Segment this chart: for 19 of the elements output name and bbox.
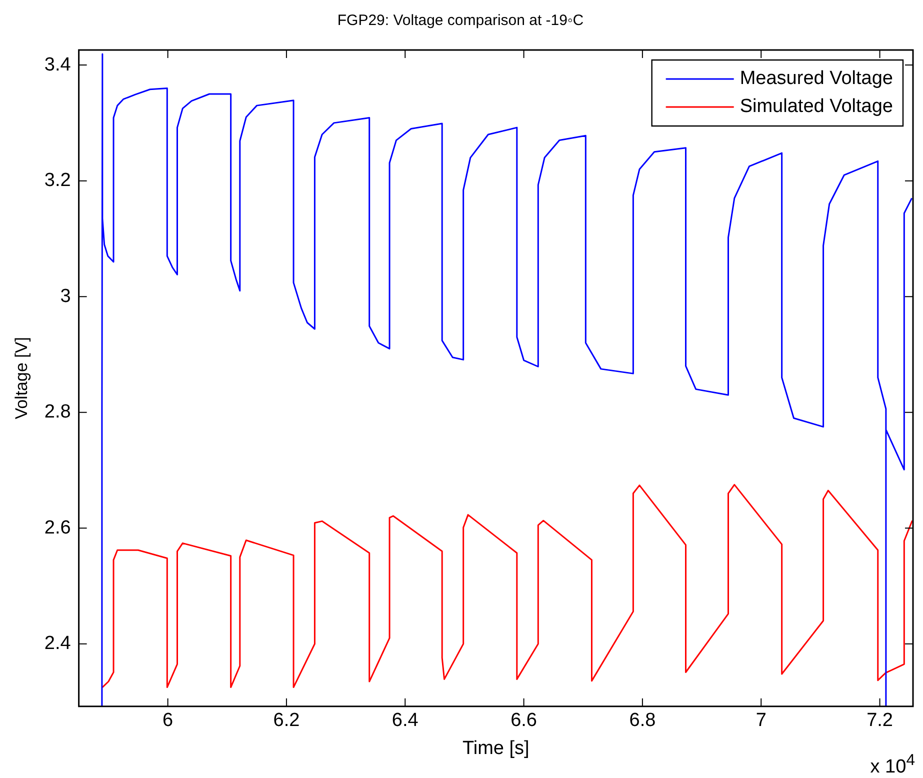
x-tick-label: 7 [756,710,766,732]
x-tick-label: 6.2 [273,710,300,732]
text: x 10$^{4}$ [870,752,915,778]
y-tick-label: 3.4 [44,54,72,76]
y-axis-title: Voltage [V] [12,337,31,420]
x-tick-label: 6.4 [392,710,419,732]
y-tick-label: 3 [60,286,71,307]
legend-label: Simulated Voltage [740,96,894,118]
legend-label: Measured Voltage [740,68,894,90]
x-tick-label: 6 [162,710,174,732]
y-tick-label: 3.2 [44,170,71,192]
x-tick-label: 6.8 [629,710,656,732]
y-tick-label: 2.8 [44,402,71,423]
chart-title: FGP29: Voltage comparison at -19◦C [337,12,584,30]
x-tick-label: 6.6 [510,710,538,732]
x-axis-title: Time [s] [462,738,530,759]
y-tick-label: 2.6 [44,517,71,538]
x-tick-label: 7.2 [866,710,893,732]
y-tick-label: 2.4 [44,633,72,654]
